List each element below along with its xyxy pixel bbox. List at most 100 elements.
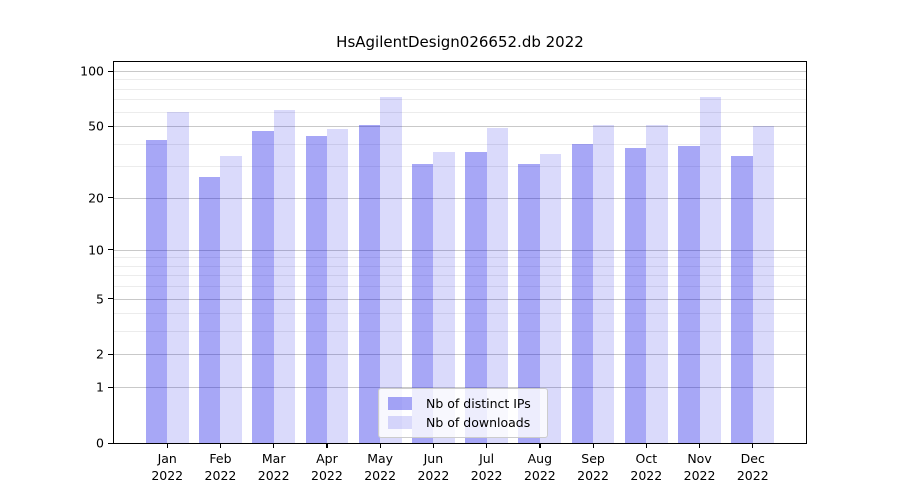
bar-apr-ips	[305, 136, 327, 443]
y-tick-mark	[108, 125, 113, 127]
x-tick-mark	[379, 444, 381, 448]
x-tick-year: 2022	[683, 467, 716, 483]
bar-aug-ips	[518, 163, 540, 443]
x-tick-year: 2022	[470, 467, 503, 483]
minor-gridline	[114, 79, 806, 81]
x-tick-mark	[592, 444, 594, 448]
minor-gridline	[114, 166, 806, 168]
bar-nov-downloads	[699, 97, 721, 443]
x-tick-month: Feb	[209, 451, 232, 466]
bar-feb-ips	[199, 177, 221, 443]
x-tick-year: 2022	[151, 467, 184, 483]
y-tick-mark	[108, 197, 113, 199]
major-gridline	[114, 354, 806, 356]
x-tick-mark	[486, 444, 488, 448]
bar-jul-ips	[465, 151, 487, 443]
minor-gridline	[114, 99, 806, 101]
major-gridline	[114, 298, 806, 300]
x-tick-year: 2022	[311, 467, 343, 483]
legend-row: Nb of downloads	[388, 415, 538, 430]
x-tick-label: Nov 2022	[673, 451, 727, 484]
x-tick-month: Apr	[316, 451, 338, 466]
x-tick-label: Aug 2022	[513, 451, 567, 484]
x-tick-label: Dec 2022	[726, 451, 780, 484]
x-tick-mark	[273, 444, 275, 448]
minor-gridline	[114, 286, 806, 288]
x-tick-label: Feb 2022	[193, 451, 247, 484]
y-tick-label: 100	[80, 63, 104, 79]
bar-jan-ips	[145, 139, 168, 443]
x-tick-label: May 2022	[353, 451, 407, 484]
x-tick-mark	[219, 444, 222, 448]
y-tick-label: 2	[96, 346, 104, 362]
legend-label: Nb of downloads	[426, 415, 531, 430]
y-tick-mark	[108, 70, 113, 72]
bar-sep-downloads	[593, 124, 615, 443]
minor-gridline	[114, 313, 806, 315]
x-tick-month: Jun	[423, 451, 444, 466]
major-gridline	[114, 126, 806, 128]
x-tick-month: Aug	[527, 451, 553, 466]
minor-gridline	[114, 143, 806, 145]
x-tick-month: Nov	[687, 451, 712, 466]
bar-may-downloads	[380, 97, 402, 443]
y-tick-mark	[108, 386, 113, 388]
major-gridline	[114, 387, 806, 389]
bar-may-ips	[358, 124, 381, 443]
x-tick-mark	[166, 444, 168, 448]
y-tick-label: 0	[96, 435, 104, 451]
bar-feb-downloads	[220, 156, 242, 443]
x-tick-mark	[645, 444, 647, 448]
legend-swatch-icon	[388, 416, 412, 429]
x-tick-mark	[432, 444, 435, 448]
x-tick-label: Jun 2022	[406, 451, 460, 484]
bar-sep-ips	[571, 143, 594, 443]
y-tick-label: 10	[88, 242, 104, 258]
x-tick-mark	[699, 444, 701, 448]
minor-gridline	[114, 111, 806, 113]
x-tick-year: 2022	[630, 467, 663, 483]
bar-aug-downloads	[539, 154, 562, 443]
minor-gridline	[114, 257, 806, 259]
x-tick-year: 2022	[577, 467, 609, 483]
x-tick-label: Oct 2022	[619, 451, 673, 484]
x-tick-month: Mar	[261, 451, 286, 466]
x-tick-month: Sep	[581, 451, 605, 466]
x-tick-label: Mar 2022	[247, 451, 301, 484]
x-tick-month: Dec	[740, 451, 765, 466]
plot-area: Nb of distinct IPs Nb of downloads	[113, 61, 807, 444]
bar-oct-downloads	[646, 124, 668, 443]
x-tick-year: 2022	[736, 467, 769, 483]
x-tick-label: Jan 2022	[140, 451, 194, 484]
y-tick-mark	[108, 298, 113, 300]
y-tick-label: 1	[96, 379, 104, 395]
x-tick-label: Jul 2022	[460, 451, 514, 484]
major-gridline	[114, 249, 806, 251]
bar-oct-ips	[624, 147, 647, 443]
bar-jun-ips	[411, 163, 434, 443]
x-tick-month: Oct	[635, 451, 658, 466]
minor-gridline	[114, 331, 806, 333]
y-tick-label: 20	[88, 190, 104, 206]
x-tick-label: Apr 2022	[300, 451, 354, 484]
major-gridline	[114, 71, 806, 72]
legend-row: Nb of distinct IPs	[388, 396, 538, 411]
bar-jun-downloads	[433, 151, 455, 443]
bar-dec-downloads	[752, 126, 775, 443]
minor-gridline	[114, 88, 806, 90]
x-tick-month: May	[367, 451, 394, 466]
x-tick-month: Jul	[479, 451, 495, 466]
minor-gridline	[114, 265, 806, 267]
x-tick-mark	[752, 444, 754, 448]
x-tick-year: 2022	[204, 467, 237, 483]
y-tick-mark	[108, 249, 113, 251]
y-tick-label: 5	[96, 291, 104, 307]
bar-nov-ips	[678, 145, 700, 443]
minor-gridline	[114, 275, 806, 277]
bar-jul-downloads	[486, 127, 508, 443]
y-tick-mark	[108, 353, 113, 356]
bar-mar-ips	[252, 130, 274, 443]
x-tick-year: 2022	[257, 467, 290, 483]
x-tick-label: Sep 2022	[566, 451, 620, 484]
